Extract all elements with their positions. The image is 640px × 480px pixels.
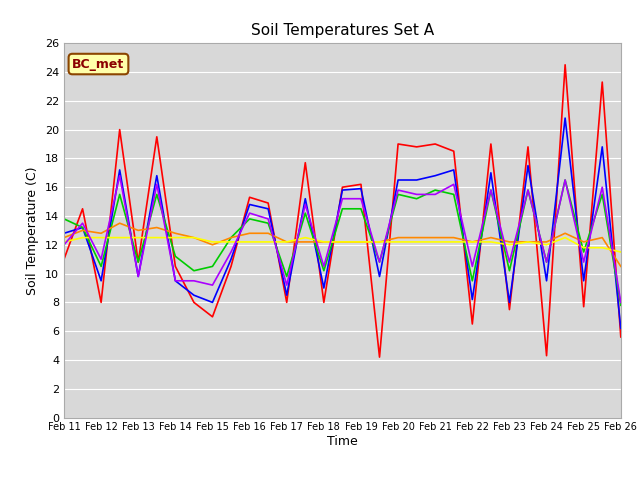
Y-axis label: Soil Temperature (C): Soil Temperature (C)	[26, 166, 39, 295]
Legend: -2cm, -4cm, -8cm, -16cm, -32cm, Theta_Temp: -2cm, -4cm, -8cm, -16cm, -32cm, Theta_Te…	[122, 476, 563, 480]
X-axis label: Time: Time	[327, 435, 358, 448]
Text: BC_met: BC_met	[72, 58, 125, 71]
Title: Soil Temperatures Set A: Soil Temperatures Set A	[251, 23, 434, 38]
